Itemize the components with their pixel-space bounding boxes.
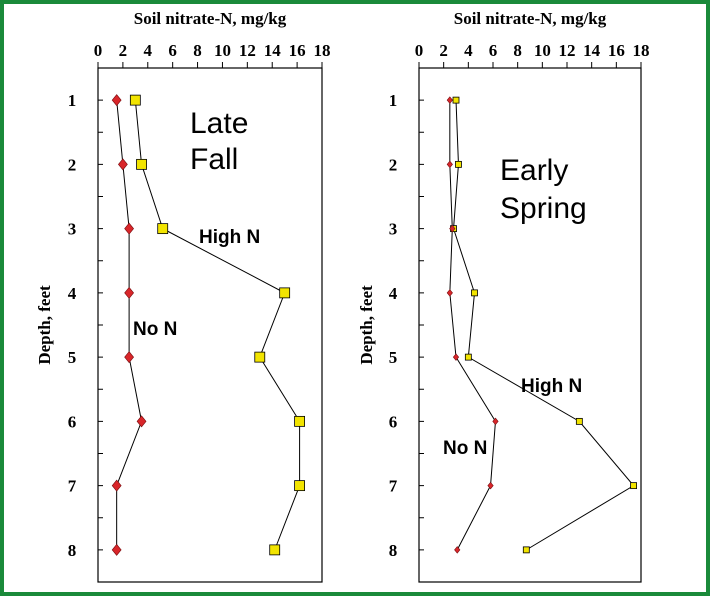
x-tick-label: 14 (264, 41, 282, 60)
annotation-fall: Fall (190, 143, 238, 176)
plot-area (418, 67, 642, 583)
chart-panel-early-spring: Soil nitrate-N, mg/kg0 2 4 6 8 10 12 14 16 181234… (357, 9, 650, 583)
x-tick-label: 12 (559, 41, 576, 60)
high-n-data-point (630, 482, 637, 490)
y-tick-label: 1 (389, 91, 398, 110)
x-tick-label: 12 (239, 41, 256, 60)
x-tick-label: 18 (633, 41, 650, 60)
x-tick-label: 6 (168, 41, 177, 60)
soil-nitrate-charts: Soil nitrate-N, mg/kg0 2 4 6 8 10 12 14 16 181234… (35, 9, 650, 583)
y-tick-label: 7 (389, 477, 398, 496)
no-n-data-point (124, 222, 134, 235)
high-n-series-line (453, 100, 635, 551)
no-n-series-line (116, 100, 143, 550)
no-n-data-point (111, 543, 122, 556)
high-n-data-point (455, 160, 462, 168)
high-n-data-point (279, 287, 291, 299)
no-n-data-point (452, 353, 460, 361)
high-n-data-point (254, 351, 266, 363)
high-n-data-point (294, 415, 306, 427)
x-tick-label: 4 (144, 41, 153, 60)
high-n-data-point (522, 546, 530, 554)
high-n-data-point (464, 353, 472, 361)
no-n-data-point (446, 96, 453, 104)
high-n-data-point (129, 94, 141, 106)
x-tick-label: 0 (94, 41, 103, 60)
no-n-data-point (446, 160, 453, 169)
high-n-data-point (452, 96, 460, 104)
no-n-data-point (454, 546, 461, 554)
no-n-data-point (124, 286, 134, 299)
x-tick-label: 0 (415, 41, 424, 60)
no-n-data-point (446, 289, 453, 297)
no-n-data-point (449, 224, 456, 233)
annotation-no-n: No N (133, 319, 177, 340)
y-axis-title: Depth, feet (35, 285, 54, 365)
no-n-data-point (111, 94, 122, 107)
x-tick-label: 8 (193, 41, 202, 60)
annotation-early: Early (500, 154, 568, 187)
x-tick-label: 16 (608, 41, 625, 60)
x-tick-label: 10 (214, 41, 231, 60)
annotation-late: Late (190, 107, 248, 140)
no-n-data-point (492, 417, 499, 426)
x-tick-label: 16 (289, 41, 306, 60)
x-axis-title: Soil nitrate-N, mg/kg (134, 9, 287, 28)
y-tick-label: 5 (68, 348, 77, 367)
high-n-data-point (471, 289, 478, 297)
x-tick-label: 2 (439, 41, 448, 60)
no-n-series-line (449, 100, 496, 551)
no-n-data-point (487, 481, 494, 490)
y-tick-label: 8 (389, 541, 398, 560)
high-n-data-point (157, 223, 169, 235)
x-tick-label: 14 (583, 41, 601, 60)
annotation-spring: Spring (500, 192, 587, 225)
y-tick-label: 4 (68, 284, 77, 303)
y-tick-label: 3 (68, 220, 77, 239)
x-tick-label: 18 (314, 41, 331, 60)
chart-panel-late-fall: Soil nitrate-N, mg/kg0 2 4 6 8 10 12 14 16 181234… (35, 9, 331, 583)
y-tick-label: 6 (389, 412, 398, 431)
annotation-high-n: High N (199, 227, 260, 248)
y-tick-label: 3 (389, 220, 398, 239)
x-tick-label: 2 (119, 41, 128, 60)
no-n-data-point (136, 415, 147, 428)
x-tick-label: 8 (513, 41, 522, 60)
y-tick-label: 6 (68, 412, 77, 431)
y-tick-label: 5 (389, 348, 398, 367)
y-axis-title: Depth, feet (357, 285, 376, 365)
y-tick-label: 4 (389, 284, 398, 303)
y-tick-label: 2 (389, 155, 398, 174)
y-tick-label: 1 (68, 91, 77, 110)
no-n-data-point (124, 351, 134, 364)
x-axis-title: Soil nitrate-N, mg/kg (454, 9, 607, 28)
annotation-high-n: High N (521, 376, 582, 397)
high-n-data-point (575, 417, 583, 425)
y-tick-label: 8 (68, 541, 77, 560)
annotation-no-n: No N (443, 438, 487, 459)
no-n-data-point (118, 158, 128, 171)
x-tick-label: 6 (489, 41, 498, 60)
y-tick-label: 2 (68, 155, 77, 174)
y-tick-label: 7 (68, 477, 77, 496)
no-n-data-point (111, 479, 122, 492)
high-n-data-point (294, 480, 306, 492)
x-tick-label: 4 (464, 41, 473, 60)
high-n-data-point (269, 544, 281, 556)
high-n-data-point (136, 158, 147, 170)
high-n-series-line (134, 100, 301, 551)
x-tick-label: 10 (534, 41, 551, 60)
